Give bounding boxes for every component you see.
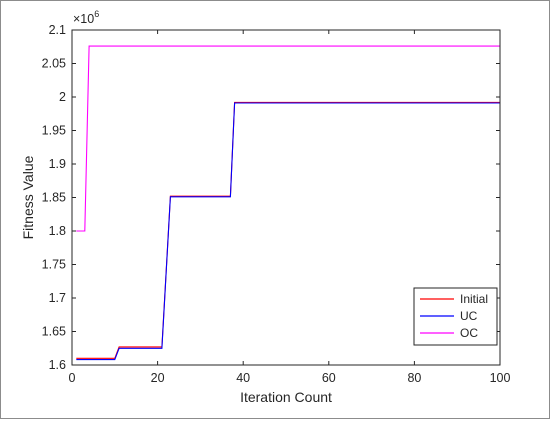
plot-area-border <box>71 29 501 366</box>
y-tick-label: 1.65 <box>42 325 66 339</box>
x-tick-label: 20 <box>151 371 165 385</box>
legend-label-initial: Initial <box>460 292 488 306</box>
legend: Initial UC OC <box>413 287 498 346</box>
series-line-oc <box>76 45 500 232</box>
y-tick-label: 2.05 <box>42 57 66 71</box>
x-axis-label: Iteration Count <box>240 389 332 405</box>
x-tick-label: 100 <box>490 371 511 385</box>
y-tick-label: 2.1 <box>49 23 66 37</box>
y-tick-label: 1.85 <box>42 191 66 205</box>
series-line-uc <box>76 102 500 361</box>
x-tick-label: 60 <box>322 371 336 385</box>
y-tick-label: 1.8 <box>49 224 66 238</box>
y-exponent-label: ×106 <box>73 9 99 26</box>
y-axis-label: Fitness Value <box>20 155 36 239</box>
x-tick-label: 80 <box>407 371 421 385</box>
y-tick-label: 1.9 <box>49 157 66 171</box>
y-tick-label: 1.7 <box>49 291 66 305</box>
y-tick-label: 1.6 <box>49 358 66 372</box>
legend-label-oc: OC <box>460 326 478 340</box>
x-tick-label: 40 <box>236 371 250 385</box>
y-tick-label: 1.75 <box>42 258 66 272</box>
legend-label-uc: UC <box>460 309 478 323</box>
y-tick-label: 2 <box>59 90 66 104</box>
y-tick-label: 1.95 <box>42 124 66 138</box>
x-tick-label: 0 <box>69 371 76 385</box>
